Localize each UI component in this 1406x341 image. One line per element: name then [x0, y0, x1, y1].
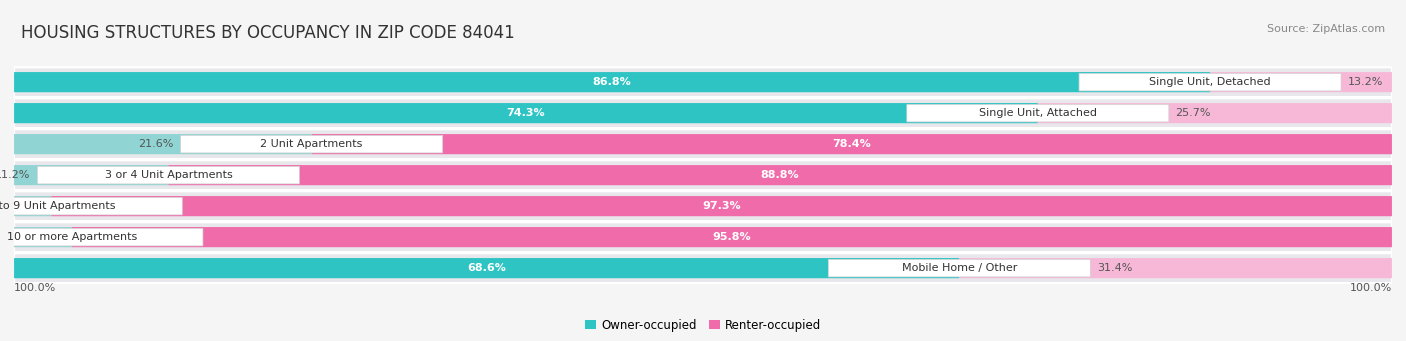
Text: 21.6%: 21.6%	[139, 139, 174, 149]
Text: 88.8%: 88.8%	[761, 170, 800, 180]
FancyBboxPatch shape	[51, 196, 1392, 216]
Text: 13.2%: 13.2%	[1348, 77, 1384, 87]
FancyBboxPatch shape	[959, 258, 1392, 278]
Text: 31.4%: 31.4%	[1097, 263, 1132, 273]
FancyBboxPatch shape	[14, 72, 1211, 92]
FancyBboxPatch shape	[14, 103, 1038, 123]
Text: 100.0%: 100.0%	[14, 283, 56, 293]
Text: 10 or more Apartments: 10 or more Apartments	[7, 232, 136, 242]
FancyBboxPatch shape	[828, 260, 1090, 277]
FancyBboxPatch shape	[0, 228, 202, 246]
Text: 25.7%: 25.7%	[1175, 108, 1211, 118]
FancyBboxPatch shape	[14, 160, 1392, 190]
FancyBboxPatch shape	[1038, 103, 1392, 123]
Text: 74.3%: 74.3%	[506, 108, 546, 118]
FancyBboxPatch shape	[14, 67, 1392, 97]
Text: 95.8%: 95.8%	[713, 232, 751, 242]
Text: HOUSING STRUCTURES BY OCCUPANCY IN ZIP CODE 84041: HOUSING STRUCTURES BY OCCUPANCY IN ZIP C…	[21, 24, 515, 42]
FancyBboxPatch shape	[14, 196, 51, 216]
Text: Source: ZipAtlas.com: Source: ZipAtlas.com	[1267, 24, 1385, 34]
FancyBboxPatch shape	[169, 165, 1392, 185]
Text: 2 Unit Apartments: 2 Unit Apartments	[260, 139, 363, 149]
Text: 11.2%: 11.2%	[0, 170, 31, 180]
FancyBboxPatch shape	[14, 98, 1392, 128]
FancyBboxPatch shape	[1078, 73, 1341, 91]
Text: 3 or 4 Unit Apartments: 3 or 4 Unit Apartments	[104, 170, 232, 180]
Text: 97.3%: 97.3%	[702, 201, 741, 211]
FancyBboxPatch shape	[181, 135, 443, 153]
Text: Single Unit, Detached: Single Unit, Detached	[1149, 77, 1271, 87]
Text: 68.6%: 68.6%	[467, 263, 506, 273]
FancyBboxPatch shape	[14, 253, 1392, 283]
Text: 78.4%: 78.4%	[832, 139, 872, 149]
FancyBboxPatch shape	[38, 166, 299, 184]
FancyBboxPatch shape	[14, 222, 1392, 252]
FancyBboxPatch shape	[14, 165, 169, 185]
Text: Mobile Home / Other: Mobile Home / Other	[901, 263, 1017, 273]
FancyBboxPatch shape	[14, 258, 959, 278]
FancyBboxPatch shape	[1211, 72, 1392, 92]
FancyBboxPatch shape	[907, 104, 1168, 122]
FancyBboxPatch shape	[72, 227, 1392, 247]
Text: 86.8%: 86.8%	[593, 77, 631, 87]
FancyBboxPatch shape	[14, 227, 72, 247]
FancyBboxPatch shape	[14, 191, 1392, 221]
FancyBboxPatch shape	[14, 134, 312, 154]
FancyBboxPatch shape	[312, 134, 1392, 154]
Text: 5 to 9 Unit Apartments: 5 to 9 Unit Apartments	[0, 201, 115, 211]
Legend: Owner-occupied, Renter-occupied: Owner-occupied, Renter-occupied	[579, 314, 827, 337]
Text: 100.0%: 100.0%	[1350, 283, 1392, 293]
FancyBboxPatch shape	[0, 197, 183, 215]
Text: Single Unit, Attached: Single Unit, Attached	[979, 108, 1097, 118]
FancyBboxPatch shape	[14, 129, 1392, 159]
